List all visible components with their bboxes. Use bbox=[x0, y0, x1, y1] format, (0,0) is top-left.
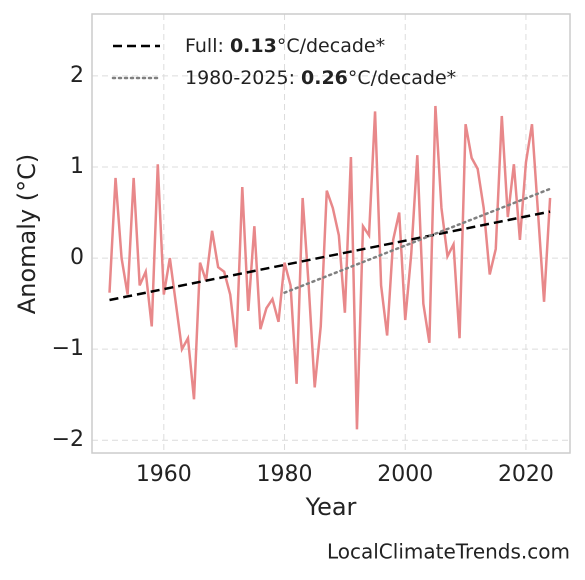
x-axis-label: Year bbox=[305, 493, 357, 521]
x-tick-label: 1960 bbox=[136, 462, 192, 487]
series-line bbox=[283, 187, 552, 294]
y-tick-label: −1 bbox=[52, 336, 84, 361]
legend-rate: 0.26 bbox=[301, 67, 348, 89]
x-tick-label: 1980 bbox=[257, 462, 313, 487]
x-tick-label: 2000 bbox=[377, 462, 433, 487]
legend-label: 1980-2025: 0.26°C/decade* bbox=[185, 67, 456, 89]
legend-name: 1980-2025: bbox=[185, 67, 295, 89]
legend-rate: 0.13 bbox=[230, 35, 277, 57]
legend-unit: °C/decade* bbox=[277, 35, 385, 57]
y-tick-label: 2 bbox=[70, 63, 84, 88]
legend-unit: °C/decade* bbox=[348, 67, 456, 89]
series-line bbox=[109, 210, 551, 302]
y-tick-label: 1 bbox=[70, 154, 84, 179]
y-axis-label: Anomaly (°C) bbox=[13, 154, 41, 314]
legend-name: Full: bbox=[185, 35, 224, 57]
plot-frame bbox=[91, 13, 571, 454]
watermark: LocalClimateTrends.com bbox=[327, 540, 570, 564]
x-tick-label: 2020 bbox=[498, 462, 554, 487]
y-tick-label: −2 bbox=[52, 427, 84, 452]
y-tick-label: 0 bbox=[70, 245, 84, 270]
legend-label: Full: 0.13°C/decade* bbox=[185, 35, 385, 57]
series-line bbox=[108, 105, 552, 430]
